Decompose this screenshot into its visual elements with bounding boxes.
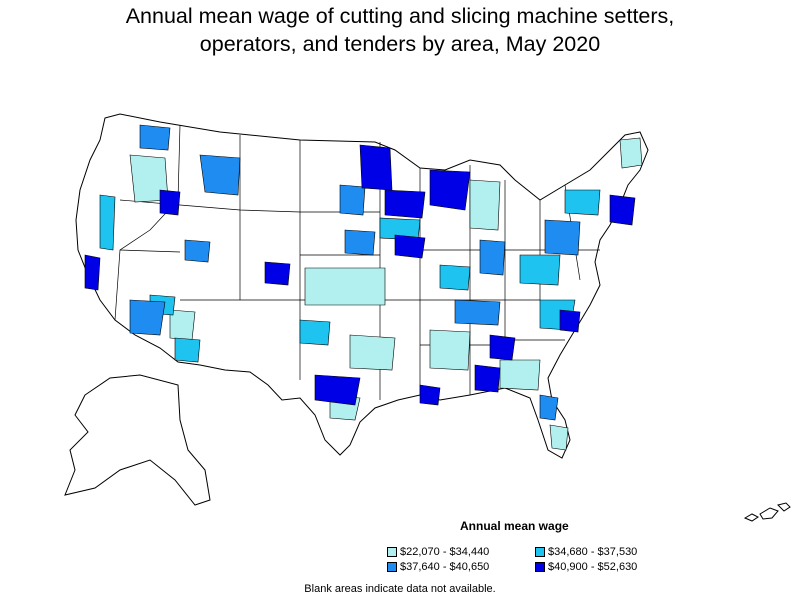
legend-item-tier2: $34,680 - $37,530	[535, 546, 637, 558]
area-tier1	[429, 329, 471, 371]
area-tier4	[159, 189, 181, 216]
area-tier3	[199, 154, 241, 196]
area-tier4	[429, 169, 471, 211]
map-title: Annual mean wage of cutting and slicing …	[0, 2, 800, 58]
map-title-line-1: Annual mean wage of cutting and slicing …	[125, 4, 675, 28]
area-tier4	[264, 261, 291, 286]
area-tier2	[564, 189, 601, 216]
legend-item-tier3: $37,640 - $40,650	[387, 561, 489, 573]
area-tier1	[304, 267, 386, 306]
area-tier3	[129, 299, 166, 336]
legend-label-tier1: $22,070 - $34,440	[400, 546, 490, 558]
area-tier4	[559, 309, 581, 333]
area-tier4	[394, 234, 426, 259]
area-tier4	[314, 374, 361, 406]
area-tier3	[479, 239, 506, 276]
legend-item-tier4: $40,900 - $52,630	[535, 561, 637, 573]
area-tier3	[539, 394, 559, 421]
footnote: Blank areas indicate data not available.	[304, 583, 496, 595]
area-tier3	[544, 219, 581, 256]
area-tier1	[499, 359, 541, 391]
legend-item-tier1: $22,070 - $34,440	[387, 546, 489, 558]
area-tier4	[474, 364, 501, 393]
area-tier2	[299, 319, 331, 346]
area-tier4	[489, 334, 516, 361]
area-tier2	[439, 264, 471, 291]
legend-label-tier3: $37,640 - $40,650	[400, 561, 490, 573]
hawaii-islands	[743, 502, 791, 522]
alaska-outline	[64, 374, 211, 506]
area-tier4	[419, 384, 441, 406]
area-tier2	[519, 254, 561, 286]
area-tier3	[139, 124, 171, 151]
area-tier1	[169, 309, 196, 341]
area-tier1	[469, 179, 501, 231]
area-tier1	[619, 137, 643, 169]
area-tier3	[344, 229, 376, 256]
area-tier3	[184, 239, 211, 263]
legend-label-tier4: $40,900 - $52,630	[548, 561, 638, 573]
legend-swatch-tier1	[387, 547, 397, 557]
area-tier2	[174, 337, 201, 363]
legend-swatch-tier3	[387, 562, 397, 572]
area-tier1	[349, 334, 396, 371]
area-tier4	[609, 194, 636, 226]
area-tier1	[549, 424, 569, 451]
area-tier4	[359, 144, 393, 191]
legend-title: Annual mean wage	[460, 519, 569, 533]
legend-swatch-tier2	[535, 547, 545, 557]
area-tier2	[99, 194, 116, 251]
area-tier3	[339, 184, 366, 216]
area-tier4	[84, 254, 101, 291]
wage-areas	[84, 124, 643, 451]
area-tier4	[384, 189, 426, 219]
legend-label-tier2: $34,680 - $37,530	[548, 546, 638, 558]
legend-swatch-tier4	[535, 562, 545, 572]
area-tier3	[454, 299, 501, 326]
map-title-line-2: operators, and tenders by area, May 2020	[199, 32, 601, 56]
